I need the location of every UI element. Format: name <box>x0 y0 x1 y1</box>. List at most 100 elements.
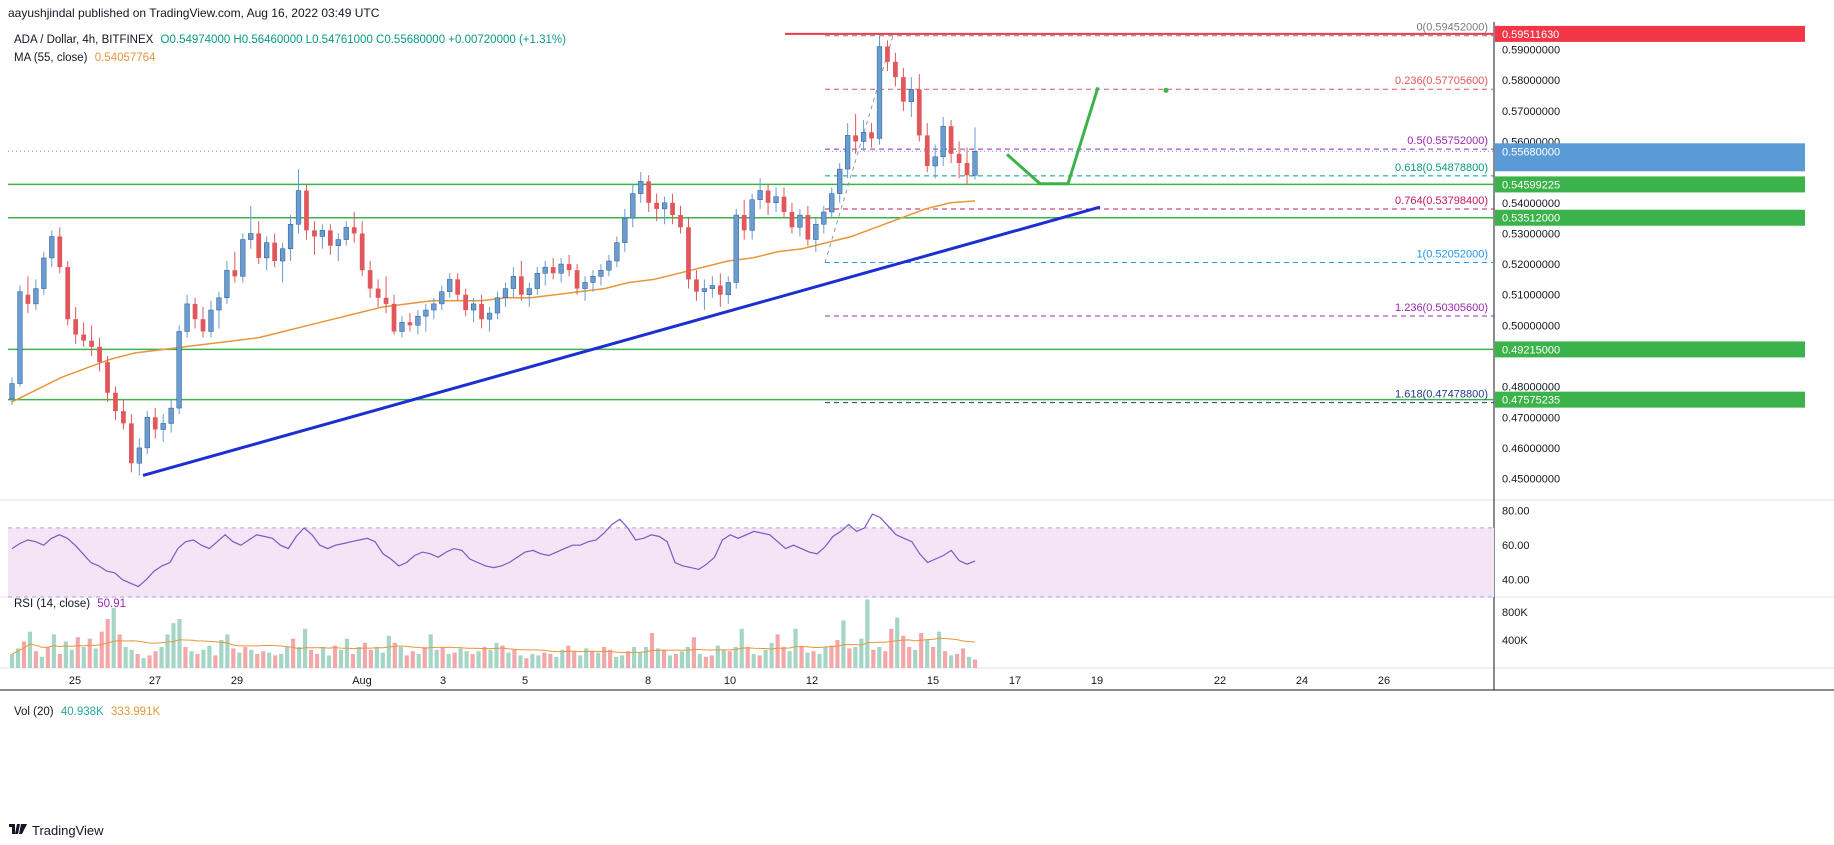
candle-body <box>192 303 198 320</box>
candle-body <box>678 215 683 228</box>
volume-bar <box>793 628 798 668</box>
candle-body <box>65 267 71 320</box>
candle-body <box>582 282 588 289</box>
candle-body <box>312 230 317 237</box>
candle-body <box>908 89 914 102</box>
candle-body <box>168 407 174 424</box>
volume-bar <box>159 647 164 668</box>
volume-bar <box>81 647 86 668</box>
candle-body <box>375 288 381 298</box>
price-tick-label: 0.46000000 <box>1502 443 1560 455</box>
volume-bar <box>883 651 888 668</box>
volume-bar <box>87 638 92 668</box>
volume-bar <box>608 649 613 668</box>
volume-bar <box>344 638 350 668</box>
price-tag-label: 0.53512000 <box>1502 213 1560 225</box>
volume-bar <box>919 633 924 668</box>
volume-bar <box>9 654 15 668</box>
candle-body <box>502 288 509 299</box>
candle-body <box>964 162 970 176</box>
volume-bar <box>404 655 409 668</box>
volume-bar <box>308 649 314 668</box>
time-tick-label: Aug <box>352 675 372 687</box>
price-tick-label: 0.52000000 <box>1502 259 1560 271</box>
volume-bar <box>536 655 541 668</box>
volume-bar <box>548 654 553 668</box>
publish-header: aayushjindal published on TradingView.co… <box>8 6 380 20</box>
trendline <box>142 205 1101 477</box>
volume-bar <box>446 654 451 668</box>
volume-bar <box>960 648 966 668</box>
candle-body <box>901 77 906 102</box>
ma-label: MA (55, close) <box>14 52 88 64</box>
ma-legend[interactable]: MA (55, close) 0.54057764 <box>14 52 155 64</box>
volume-bar <box>135 654 140 668</box>
price-tick-label: 0.48000000 <box>1502 382 1560 394</box>
fib-level-label: 1.618(0.47478800) <box>1395 389 1488 401</box>
price-tick-label: 0.50000000 <box>1502 320 1560 332</box>
volume-bar <box>530 654 535 668</box>
volume-bar <box>757 655 762 668</box>
candle-body <box>160 423 166 430</box>
volume-bar <box>380 652 385 668</box>
candle-body <box>463 294 469 311</box>
volume-bar <box>261 651 266 668</box>
volume-bar <box>620 655 625 668</box>
volume-bar <box>422 647 427 668</box>
volume-bar <box>398 647 403 668</box>
candle-body <box>813 223 819 240</box>
volume-bar <box>93 648 98 668</box>
candle-body <box>542 266 548 274</box>
volume-bar <box>488 649 493 668</box>
price-tick-label: 0.54000000 <box>1502 198 1560 210</box>
volume-bar <box>416 654 421 668</box>
volume-bar <box>847 648 852 668</box>
volume-bar <box>578 655 583 668</box>
price-tag <box>1495 143 1805 160</box>
volume-bar <box>273 655 278 668</box>
vol-legend[interactable]: Vol (20) 40.938K 333.991K <box>14 706 160 718</box>
volume-bar <box>907 647 912 668</box>
time-tick-label: 22 <box>1214 675 1226 687</box>
price-tick-label: 0.59000000 <box>1502 45 1560 57</box>
volume-bar <box>733 647 738 668</box>
candle-body <box>654 202 660 209</box>
volume-bar <box>45 647 50 668</box>
vol-value-1: 40.938K <box>60 706 104 718</box>
candle-body <box>590 276 596 283</box>
volume-bar <box>572 651 577 668</box>
tradingview-logo[interactable]: TradingView <box>8 822 104 838</box>
price-tag <box>1495 391 1805 408</box>
volume-bar <box>972 659 978 668</box>
vol-label: Vol (20) <box>14 706 54 718</box>
candle-body <box>598 269 604 277</box>
candle-body <box>526 288 532 295</box>
volume-bar <box>865 599 870 668</box>
volume-bar <box>428 634 433 668</box>
fib-level-label: 1.236(0.50305600) <box>1395 302 1488 314</box>
fib-level-label: 1(0.52052000) <box>1416 248 1488 260</box>
candle-body <box>256 233 262 258</box>
symbol-legend[interactable]: ADA / Dollar, 4h, BITFINEX O0.54974000 H… <box>14 34 566 46</box>
volume-bar <box>655 648 661 668</box>
ma-line <box>11 200 976 403</box>
volume-bar <box>386 635 391 668</box>
volume-bar <box>392 642 397 668</box>
volume-bar <box>769 642 774 668</box>
rsi-legend[interactable]: RSI (14, close) 50.91 <box>14 598 126 610</box>
volume-bar <box>626 651 631 668</box>
volume-bar <box>937 631 942 668</box>
candle-body <box>17 291 23 384</box>
candle-body <box>439 291 445 305</box>
volume-bar <box>871 649 876 668</box>
volume-bar <box>775 634 780 668</box>
candle-body <box>876 46 883 139</box>
volume-bar <box>673 654 679 668</box>
time-tick-label: 17 <box>1009 675 1021 687</box>
candle-body <box>200 319 206 332</box>
volume-bar <box>410 651 415 668</box>
volume-bar <box>823 647 828 668</box>
volume-bar <box>362 642 367 668</box>
candle-body <box>279 248 286 262</box>
candle-body <box>956 153 962 163</box>
